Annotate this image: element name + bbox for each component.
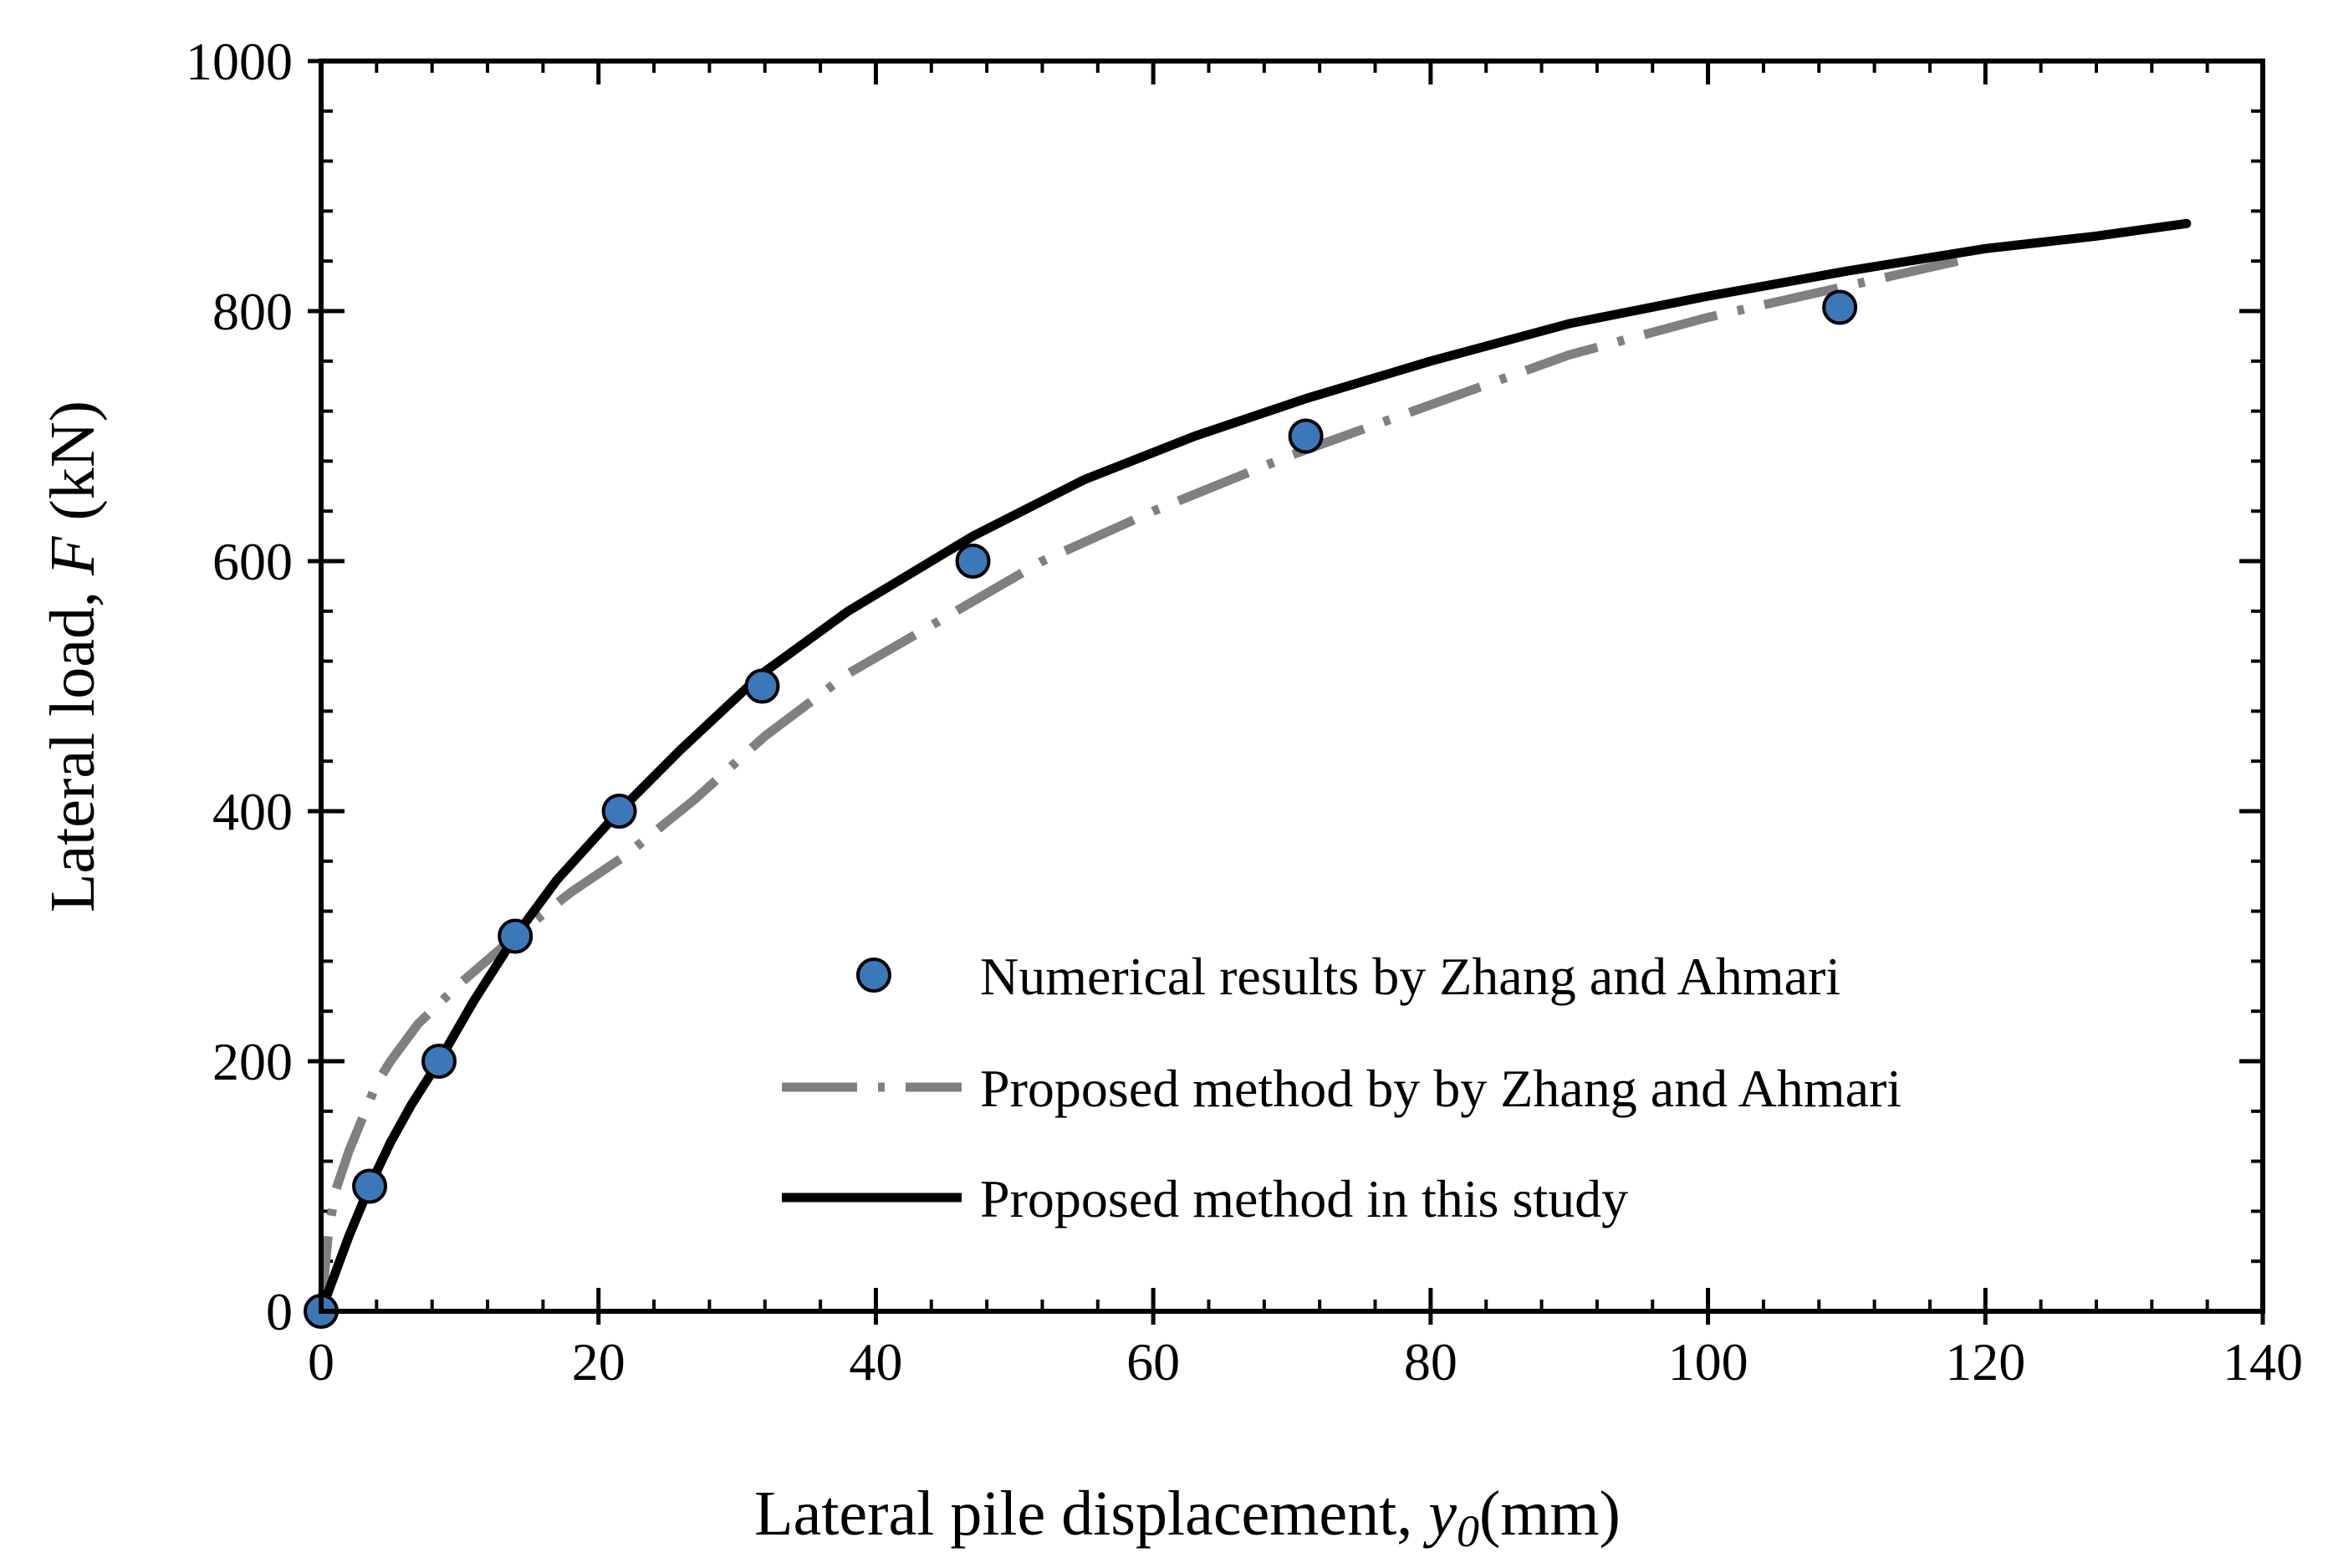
data-point-numerical: [421, 1044, 457, 1079]
legend-marker-numerical: [856, 958, 891, 993]
y-axis-title: Lateral load, F (kN): [38, 401, 108, 912]
data-point-numerical: [1288, 418, 1324, 454]
y-tick-label: 200: [212, 1032, 293, 1091]
x-tick-label: 40: [849, 1332, 902, 1392]
legend-label-numerical: Numerical results by Zhang and Ahmari: [980, 947, 1840, 1006]
x-tick-label: 20: [572, 1332, 625, 1392]
y-tick-label: 800: [212, 282, 293, 341]
data-point-numerical: [955, 544, 991, 579]
data-point-numerical: [744, 668, 780, 704]
legend-label-zhang-ahmari: Proposed method by by Zhang and Ahmari: [980, 1059, 1902, 1118]
series-line-zhang-ahmari: [316, 256, 1959, 1312]
x-tick-label: 140: [2223, 1332, 2303, 1392]
data-point-numerical: [352, 1168, 388, 1204]
y-tick-label: 1000: [186, 32, 293, 91]
y-tick-label: 600: [212, 532, 293, 591]
x-tick-label: 60: [1126, 1332, 1180, 1392]
y-tick-label: 0: [266, 1282, 293, 1341]
tick-labels: 0 20 40 60 80 100 120 140 0 200 400 600 800 1000: [186, 32, 2303, 1392]
series-layer: [304, 218, 2192, 1329]
data-point-numerical: [601, 794, 637, 829]
x-tick-label: 0: [308, 1332, 334, 1392]
data-point-numerical: [1822, 289, 1858, 325]
x-tick-label: 120: [1945, 1332, 2025, 1392]
x-tick-label: 80: [1404, 1332, 1457, 1392]
y-tick-label: 400: [212, 782, 293, 841]
x-axis-title: Lateral pile displacement, y0(mm): [754, 1479, 1621, 1556]
data-point-numerical: [498, 918, 533, 954]
plot-area-frame: [319, 59, 2265, 1314]
x-tick-label: 100: [1668, 1332, 1748, 1392]
legend: Numerical results by Zhang and Ahmari Pr…: [782, 947, 1902, 1228]
legend-label-this-study: Proposed method in this study: [980, 1169, 1628, 1228]
